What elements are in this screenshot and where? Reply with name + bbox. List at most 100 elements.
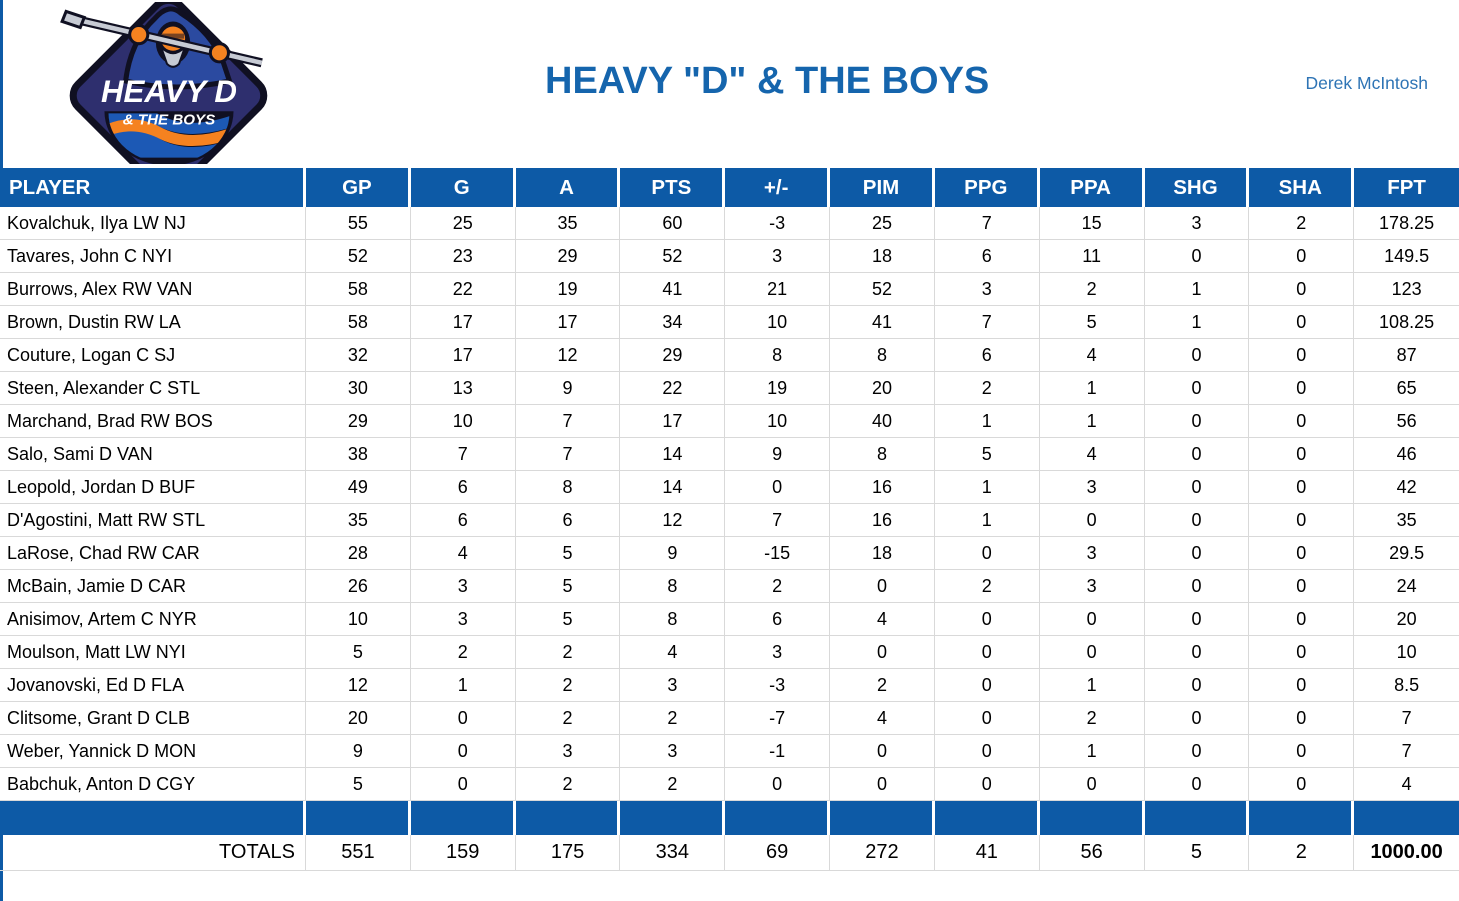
stat-cell[interactable]: 1 <box>1039 735 1145 768</box>
stat-cell[interactable]: 35 <box>515 207 621 240</box>
totals-shg[interactable]: 5 <box>1144 835 1250 871</box>
stat-cell[interactable]: 0 <box>1144 339 1250 372</box>
stat-cell[interactable]: 0 <box>725 768 831 801</box>
stat-cell[interactable]: 6 <box>725 603 831 636</box>
stat-cell[interactable]: 29 <box>515 240 621 273</box>
stat-cell[interactable]: 30 <box>306 372 411 405</box>
stat-cell[interactable]: 2 <box>620 768 726 801</box>
stat-cell[interactable]: 9 <box>725 438 831 471</box>
stat-cell[interactable]: 0 <box>1144 537 1250 570</box>
stat-cell[interactable]: 0 <box>1249 405 1355 438</box>
stat-cell[interactable]: 2 <box>515 702 621 735</box>
stat-cell[interactable]: 12 <box>620 504 726 537</box>
stat-cell[interactable]: 8 <box>830 339 935 372</box>
stat-cell[interactable]: 7 <box>410 438 516 471</box>
stat-cell[interactable]: 0 <box>1144 504 1250 537</box>
stat-cell[interactable]: 49 <box>306 471 411 504</box>
stat-cell[interactable]: 0 <box>725 471 831 504</box>
stat-cell[interactable]: 17 <box>410 306 516 339</box>
stat-cell[interactable]: 8 <box>830 438 935 471</box>
stat-cell[interactable]: 8 <box>620 603 726 636</box>
totals-a[interactable]: 175 <box>515 835 621 871</box>
stat-cell[interactable]: 14 <box>620 438 726 471</box>
column-header-fpt[interactable]: FPT <box>1354 168 1459 207</box>
stat-cell[interactable]: 0 <box>1249 537 1355 570</box>
stat-cell[interactable]: 6 <box>934 240 1040 273</box>
stat-cell[interactable]: 35 <box>306 504 411 537</box>
totals-sha[interactable]: 2 <box>1249 835 1355 871</box>
player-name-cell[interactable]: Marchand, Brad RW BOS <box>0 405 306 438</box>
stat-cell[interactable]: 2 <box>934 570 1040 603</box>
player-name-cell[interactable]: Couture, Logan C SJ <box>0 339 306 372</box>
stat-cell[interactable]: 5 <box>515 570 621 603</box>
stat-cell[interactable]: 0 <box>934 603 1040 636</box>
stat-cell[interactable]: 0 <box>1144 768 1250 801</box>
stat-cell[interactable]: 17 <box>620 405 726 438</box>
stat-cell[interactable]: 4 <box>620 636 726 669</box>
stat-cell[interactable]: 46 <box>1354 438 1459 471</box>
stat-cell[interactable]: 0 <box>410 735 516 768</box>
stat-cell[interactable]: 11 <box>1039 240 1145 273</box>
stat-cell[interactable]: 2 <box>515 636 621 669</box>
stat-cell[interactable]: 3 <box>725 636 831 669</box>
stat-cell[interactable]: 35 <box>1354 504 1459 537</box>
stat-cell[interactable]: 149.5 <box>1354 240 1459 273</box>
totals-label[interactable]: TOTALS <box>0 835 306 871</box>
stat-cell[interactable]: 4 <box>830 702 935 735</box>
stat-cell[interactable]: 7 <box>1354 735 1459 768</box>
stat-cell[interactable]: 3 <box>515 735 621 768</box>
totals-gp[interactable]: 551 <box>306 835 411 871</box>
stat-cell[interactable]: 0 <box>1144 438 1250 471</box>
player-name-cell[interactable]: Anisimov, Artem C NYR <box>0 603 306 636</box>
player-name-cell[interactable]: Moulson, Matt LW NYI <box>0 636 306 669</box>
stat-cell[interactable]: 0 <box>1249 768 1355 801</box>
stat-cell[interactable]: 8 <box>515 471 621 504</box>
stat-cell[interactable]: 3 <box>410 570 516 603</box>
stat-cell[interactable]: 3 <box>1039 570 1145 603</box>
stat-cell[interactable]: 52 <box>620 240 726 273</box>
stat-cell[interactable]: 0 <box>1249 702 1355 735</box>
stat-cell[interactable]: 0 <box>1144 471 1250 504</box>
stat-cell[interactable]: 18 <box>830 240 935 273</box>
stat-cell[interactable]: 0 <box>1144 735 1250 768</box>
column-header-player[interactable]: PLAYER <box>0 168 306 207</box>
stat-cell[interactable]: 12 <box>306 669 411 702</box>
stat-cell[interactable]: 0 <box>1144 636 1250 669</box>
player-name-cell[interactable]: Steen, Alexander C STL <box>0 372 306 405</box>
stat-cell[interactable]: 20 <box>1354 603 1459 636</box>
stat-cell[interactable]: -1 <box>725 735 831 768</box>
stat-cell[interactable]: 0 <box>1144 405 1250 438</box>
stat-cell[interactable]: 0 <box>830 735 935 768</box>
stat-cell[interactable]: 5 <box>515 603 621 636</box>
stat-cell[interactable]: 5 <box>306 768 411 801</box>
stat-cell[interactable]: 0 <box>1249 735 1355 768</box>
player-name-cell[interactable]: Clitsome, Grant D CLB <box>0 702 306 735</box>
stat-cell[interactable]: 1 <box>1039 405 1145 438</box>
stat-cell[interactable]: 7 <box>934 306 1040 339</box>
stat-cell[interactable]: 7 <box>1354 702 1459 735</box>
stat-cell[interactable]: 65 <box>1354 372 1459 405</box>
stat-cell[interactable]: 3 <box>410 603 516 636</box>
stat-cell[interactable]: 0 <box>830 636 935 669</box>
stat-cell[interactable]: 9 <box>620 537 726 570</box>
column-header-ppa[interactable]: PPA <box>1039 168 1145 207</box>
column-header-shg[interactable]: SHG <box>1144 168 1250 207</box>
stat-cell[interactable]: 29.5 <box>1354 537 1459 570</box>
stat-cell[interactable]: 42 <box>1354 471 1459 504</box>
totals-ppg[interactable]: 41 <box>934 835 1040 871</box>
stat-cell[interactable]: 0 <box>1039 768 1145 801</box>
stat-cell[interactable]: 10 <box>306 603 411 636</box>
stat-cell[interactable]: 58 <box>306 273 411 306</box>
stat-cell[interactable]: 0 <box>1144 669 1250 702</box>
stat-cell[interactable]: 5 <box>1039 306 1145 339</box>
player-name-cell[interactable]: D'Agostini, Matt RW STL <box>0 504 306 537</box>
stat-cell[interactable]: 17 <box>515 306 621 339</box>
stat-cell[interactable]: 10 <box>725 405 831 438</box>
stat-cell[interactable]: 2 <box>725 570 831 603</box>
player-name-cell[interactable]: Kovalchuk, Ilya LW NJ <box>0 207 306 240</box>
stat-cell[interactable]: 25 <box>410 207 516 240</box>
stat-cell[interactable]: 4 <box>1354 768 1459 801</box>
player-name-cell[interactable]: Salo, Sami D VAN <box>0 438 306 471</box>
stat-cell[interactable]: 2 <box>830 669 935 702</box>
stat-cell[interactable]: 8 <box>725 339 831 372</box>
